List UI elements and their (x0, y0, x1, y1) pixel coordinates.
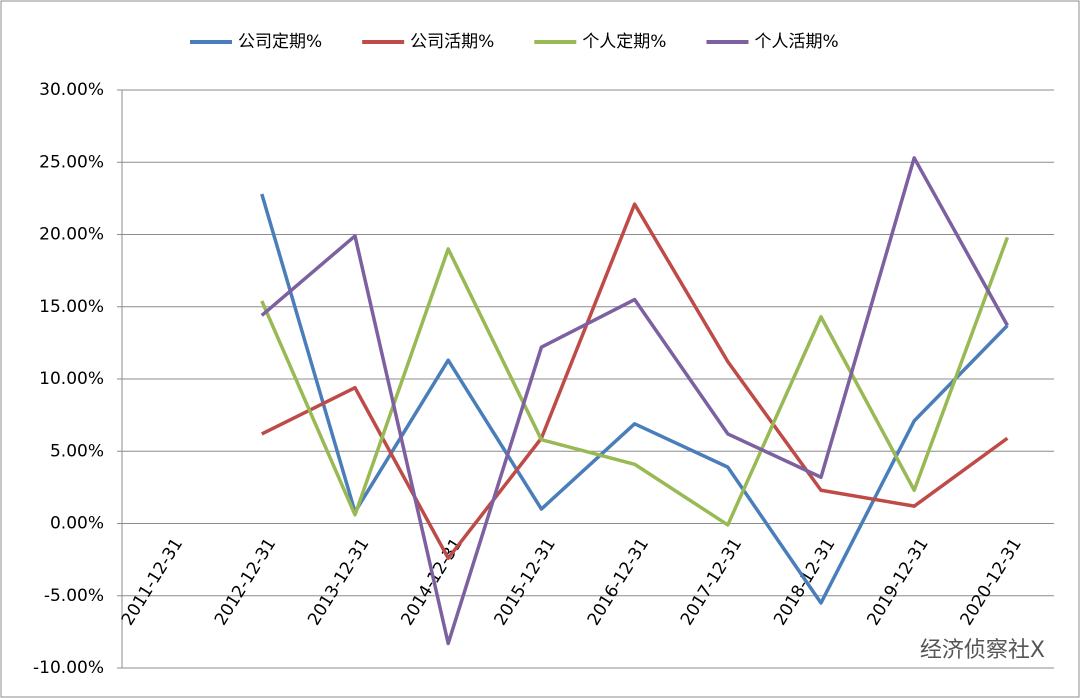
y-tick-label: -5.00% (44, 586, 104, 606)
y-tick-label: 10.00% (39, 369, 104, 389)
legend-label: 公司活期% (410, 32, 494, 52)
y-tick-label: 30.00% (39, 80, 104, 100)
y-tick-label: 15.00% (39, 297, 104, 317)
y-tick-label: 5.00% (50, 441, 104, 461)
y-tick-label: 25.00% (39, 152, 104, 172)
watermark: 经济侦察社X (920, 638, 1045, 663)
y-tick-label: 0.00% (50, 514, 104, 534)
series-line (260, 193, 1009, 605)
y-tick-label: -10.00% (33, 658, 104, 678)
series-line (260, 236, 1010, 527)
series-line (260, 156, 1009, 646)
y-tick-label: 20.00% (39, 225, 104, 245)
legend-label: 公司定期% (238, 32, 322, 52)
legend-label: 个人定期% (582, 32, 666, 52)
series-line (261, 202, 1009, 560)
legend-label: 个人活期% (754, 32, 838, 52)
